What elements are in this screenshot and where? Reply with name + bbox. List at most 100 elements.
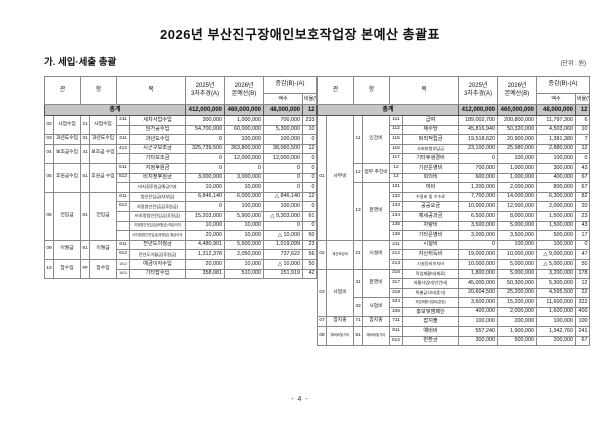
table-cell: 3,200,000 xyxy=(536,268,577,280)
col-header-mok: 목 xyxy=(116,76,186,105)
table-cell: 316 xyxy=(389,268,404,280)
col-header-2025-line1: 2025년 xyxy=(468,83,488,89)
table-cell: 412,000,000 xyxy=(458,104,499,116)
table-row: 03 사업비 31 운영비 316 직업재활비(재료) 1,800,000 5,000,000… xyxy=(317,268,591,318)
table-cell: 11 xyxy=(353,115,364,164)
table-cell: 04 xyxy=(44,143,54,164)
table-row: 12 업무 추진비 12 기관운영비 700,000 1,000,000 300,000 43 xyxy=(318,162,591,184)
table-row: 01 사무비 11 인건비 111 급여 189,002,700 200,800,000 11,… xyxy=(317,115,591,241)
table-cell: 3,600,000 xyxy=(458,297,499,308)
table-cell: 02 xyxy=(317,239,328,270)
table-cell: 법인전입금(자부담) xyxy=(129,191,186,203)
table-cell: 912 xyxy=(116,249,130,260)
table-cell: 12 xyxy=(301,143,318,155)
table-cell: 지정법인전입금(후원금) xyxy=(129,201,186,212)
table-cell: 50,300,000 xyxy=(497,278,538,289)
table-cell: 10,000 xyxy=(224,258,264,270)
table-cell: 12 xyxy=(353,162,364,184)
table-cell: 직업재활비(재료) xyxy=(402,268,460,280)
col-header-2025: 2025년 3차추경(A) xyxy=(458,76,499,105)
table-cell: 47 xyxy=(575,249,591,260)
col-header-ratio: 비율(%) xyxy=(301,93,318,105)
table-cell: 10,000 xyxy=(224,230,264,241)
table-cell: 홍보및캠페인 xyxy=(402,306,460,318)
table-cell: 15,200,000 xyxy=(497,297,538,308)
table-cell: 01 xyxy=(317,115,328,241)
table-cell: 0 xyxy=(458,239,499,251)
table-cell: 23,100,000 xyxy=(458,143,499,155)
table-cell: 3,500,000 xyxy=(458,220,499,232)
table-cell: 0 xyxy=(263,162,303,174)
table-cell: 48,000,000 xyxy=(536,104,577,116)
table-cell: 예금이자수입 xyxy=(129,258,186,270)
total-row: 총계 412,000,000 460,000,000 48,000,000 12 xyxy=(44,104,318,116)
table-cell: 1,500,000 xyxy=(536,220,577,232)
table-cell: 31 xyxy=(80,134,90,145)
page-number: - 4 - xyxy=(291,396,309,403)
table-cell: 03 xyxy=(44,134,54,145)
table-cell: 0 xyxy=(301,182,318,193)
table-cell: 38,060,500 xyxy=(263,143,303,155)
table-cell: 02 xyxy=(44,114,54,136)
table-cell: 300,000 xyxy=(458,335,499,347)
table-cell: ## xyxy=(80,258,90,280)
table-cell: 19,000,000 xyxy=(458,249,499,260)
table-cell: 시설비 xyxy=(362,239,391,270)
table-cell: 15,203,000 xyxy=(185,210,225,222)
table-cell: 50 xyxy=(301,230,318,241)
table-cell: 51 xyxy=(80,162,90,193)
table-cell: 기타보조금 xyxy=(129,153,186,164)
table-cell: 보조금수입 xyxy=(53,143,81,164)
table-cell: 12 xyxy=(575,104,591,116)
table-cell: 811 xyxy=(116,191,130,203)
table-cell: 50 xyxy=(575,258,591,270)
col-header-2025-line2: 3차추경(A) xyxy=(191,90,219,97)
expenditure-table: 관 항 목 2025년 3차추경(A) 2026년 본예산(B) 증감(B)-(A)… xyxy=(317,76,591,347)
table-cell: 200,000 xyxy=(497,316,538,328)
table-cell: △ 846,140 xyxy=(263,191,303,203)
table-cell: 21 xyxy=(353,239,364,270)
table-cell: 비지정후원금예금이자 xyxy=(129,182,186,193)
table-cell: 45,816,940 xyxy=(458,124,499,136)
table-cell: 1,800,000 xyxy=(458,268,499,280)
table-cell: 0 xyxy=(301,153,318,164)
revenue-table: 관 항 목 2025년 3차추경(A) 2026년 본예산(B) 증감(B)-(A)… xyxy=(44,76,318,280)
table-cell: 7 xyxy=(575,134,591,145)
table-cell: 233 xyxy=(301,115,318,126)
table-row: 132 수용비 및 수수료 7,700,000 14,000,000 6,300,000… xyxy=(318,191,591,203)
table-row: 비지정법인전입금(후원금) 예금이자 20,000 10,000 △ 10,000 50 xyxy=(45,230,318,241)
table-cell: 363,800,000 xyxy=(224,143,264,155)
table-cell: 10 xyxy=(575,124,591,136)
table-cell: 5,500,000 xyxy=(224,239,264,251)
table-cell: 기타운영비 xyxy=(402,230,460,241)
table-cell: △ 10,000 xyxy=(263,258,303,270)
table-cell: 후원금수입 xyxy=(53,162,81,193)
col-header-2025-line1: 2025년 xyxy=(195,83,215,89)
table-cell: 700,000 xyxy=(458,162,499,174)
table-cell: 115 xyxy=(389,134,404,145)
table-cell: 33 xyxy=(353,297,364,318)
table-cell: 잡수입 xyxy=(53,258,81,280)
table-cell: 12 xyxy=(301,104,318,116)
table-cell: 0 xyxy=(185,201,225,212)
table-cell: 67 xyxy=(575,182,591,193)
table-cell: 재산조성비 xyxy=(326,239,355,270)
table-cell: 0 xyxy=(575,239,591,251)
table-cell: 811 xyxy=(389,326,404,337)
table-cell: 116 xyxy=(389,143,404,155)
table-cell: 12 xyxy=(389,162,404,174)
table-cell: 67 xyxy=(575,172,591,184)
table-cell: 기관운영비 xyxy=(402,162,460,174)
table-cell: 2,000,000 xyxy=(536,201,577,212)
table-cell: 512 xyxy=(116,172,130,184)
table-cell: 0 xyxy=(301,162,318,174)
table-cell: 213 xyxy=(389,258,404,270)
table-cell: 20,604,500 xyxy=(458,287,499,299)
table-cell: 42 xyxy=(301,268,318,280)
table-cell: 61 xyxy=(301,210,318,222)
table-cell: 100 xyxy=(575,316,591,328)
table-cell: 지정후원금 xyxy=(129,162,186,174)
table-cell: 1013 xyxy=(116,268,130,280)
table-cell: 325,739,500 xyxy=(185,143,225,155)
table-cell: 사업수입 xyxy=(89,114,117,136)
